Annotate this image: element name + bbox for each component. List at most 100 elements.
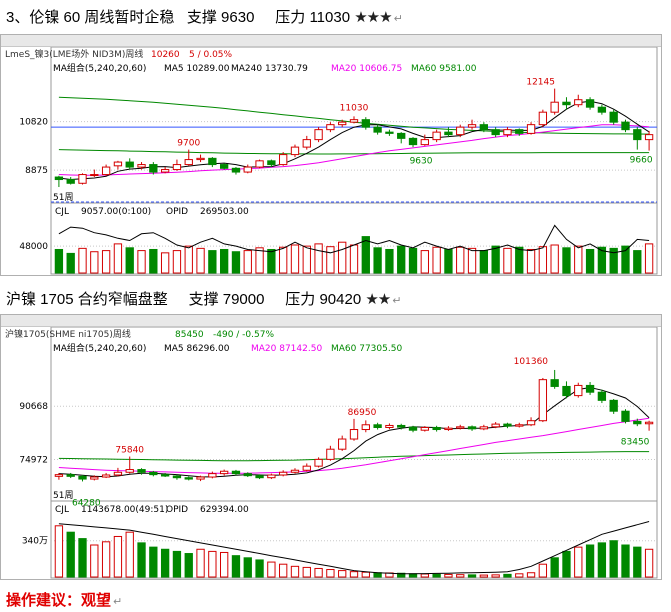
candle-up [420, 139, 429, 146]
price-annotation: 64280 [72, 499, 101, 509]
candle-down [373, 126, 382, 133]
volume-bar [302, 245, 311, 274]
volume-bar [66, 252, 75, 274]
oi-label: OPID [166, 207, 188, 217]
candle-up [338, 121, 347, 126]
volume-bar [101, 250, 111, 274]
volume-bar [54, 525, 64, 578]
candle-up [444, 427, 453, 431]
volume-bar [78, 538, 87, 578]
volume-bar [125, 531, 134, 578]
volume-bar [444, 573, 453, 578]
volume-value: 9057.00(0:100) [81, 207, 151, 217]
volume-bar [633, 546, 642, 578]
volume-bar [574, 546, 583, 578]
volume-bar [101, 541, 111, 578]
volume-bar [349, 244, 359, 274]
volume-bar [184, 245, 193, 274]
oi-value: 269503.00 [200, 207, 249, 217]
candle-down [633, 129, 642, 141]
candle-down [491, 129, 500, 136]
heading-lme-nickel: 3、伦镍 60 周线暂时企稳 支撑 9630 压力 11030 ★★★ ↵ [6, 6, 403, 27]
candle-down [479, 124, 489, 131]
candle-up [78, 174, 87, 184]
candle-up [467, 124, 477, 128]
rating-stars: ★★ [365, 291, 391, 308]
volume-bar [597, 246, 607, 274]
period-label: 51周 [53, 192, 73, 203]
candle-down [585, 384, 595, 393]
volume-bar [208, 550, 217, 578]
candle-up [550, 101, 559, 113]
rating-stars: ★★★ [354, 9, 392, 26]
volume-bar [338, 570, 347, 578]
volume-bar [479, 250, 489, 274]
legend-label: MA组合(5,240,20,60) [53, 342, 146, 354]
candle-down [597, 391, 607, 401]
volume-bar [585, 544, 595, 578]
volume-bar [597, 542, 607, 578]
candle-down [231, 470, 241, 475]
volume-bar [196, 247, 205, 274]
volume-bar [137, 250, 146, 274]
candle-up [219, 470, 229, 475]
chart-title: 沪镍1705(SHME ni1705)周线 [5, 328, 131, 340]
volume-bar [149, 546, 158, 578]
volume-bar [78, 247, 87, 274]
candle-down [585, 99, 595, 108]
volume-bar [255, 559, 264, 578]
volume-bar [538, 246, 548, 274]
volume-bar [526, 572, 536, 578]
heading-support: 支撑 79000 [188, 291, 265, 308]
candle-up [432, 131, 441, 141]
candle-down [149, 471, 158, 476]
volume-bar [526, 248, 536, 274]
volume-bar [408, 247, 418, 274]
volume-bar [515, 246, 524, 274]
candle-up [125, 469, 134, 473]
volume-bar [54, 248, 64, 274]
volume-bar [113, 243, 123, 274]
volume-bar [420, 250, 429, 274]
candle-up [255, 160, 264, 168]
volume-bar [503, 247, 512, 274]
candle-down [408, 426, 418, 431]
candle-up [538, 111, 548, 126]
candle-up [113, 471, 123, 476]
volume-bar [149, 248, 158, 274]
legend-ma240: MA240 13730.79 [231, 64, 308, 74]
volume-bar [373, 572, 382, 578]
candle-down [408, 137, 418, 146]
candle-up [538, 379, 548, 422]
candle-up [574, 384, 583, 397]
volume-bar [208, 250, 217, 274]
volume-bar [644, 548, 654, 578]
candle-down [267, 160, 276, 166]
heading-title: 沪镍 1705 合约窄幅盘整 [6, 291, 168, 308]
volume-bar [397, 245, 406, 274]
candle-up [420, 426, 429, 431]
volume-bar [290, 565, 300, 578]
volume-bar [538, 563, 548, 578]
price-annotation: 101360 [514, 357, 549, 367]
heading-pressure: 压力 90420 [285, 291, 362, 308]
volume-bar [113, 535, 123, 578]
volume-bar [160, 252, 170, 274]
candle-up [338, 438, 347, 450]
candle-down [515, 129, 524, 134]
return-mark-icon: ↵ [393, 13, 403, 25]
heading-support: 支撑 9630 [186, 9, 255, 26]
volume-bar [550, 557, 559, 578]
chart-panel-shfe: 沪镍1705(SHME ni1705)周线 85450 -490 / -0.57% M… [0, 314, 662, 580]
chart-lme-nickel: LmeS_镍3(LME场外 NID3M)周线 10260 5 / 0.05% MA组合… [5, 46, 658, 275]
volume-bar [550, 244, 559, 274]
volume-bar [467, 247, 477, 274]
candle-up [279, 154, 288, 166]
legend-ma20: MA20 10606.75 [331, 64, 402, 74]
candle-down [609, 399, 618, 412]
open-interest-line [58, 224, 650, 254]
volume-bar [361, 236, 370, 274]
open-interest-line [58, 521, 650, 575]
volume-bar [385, 248, 394, 274]
y-tick-label: 48000 [19, 242, 48, 252]
